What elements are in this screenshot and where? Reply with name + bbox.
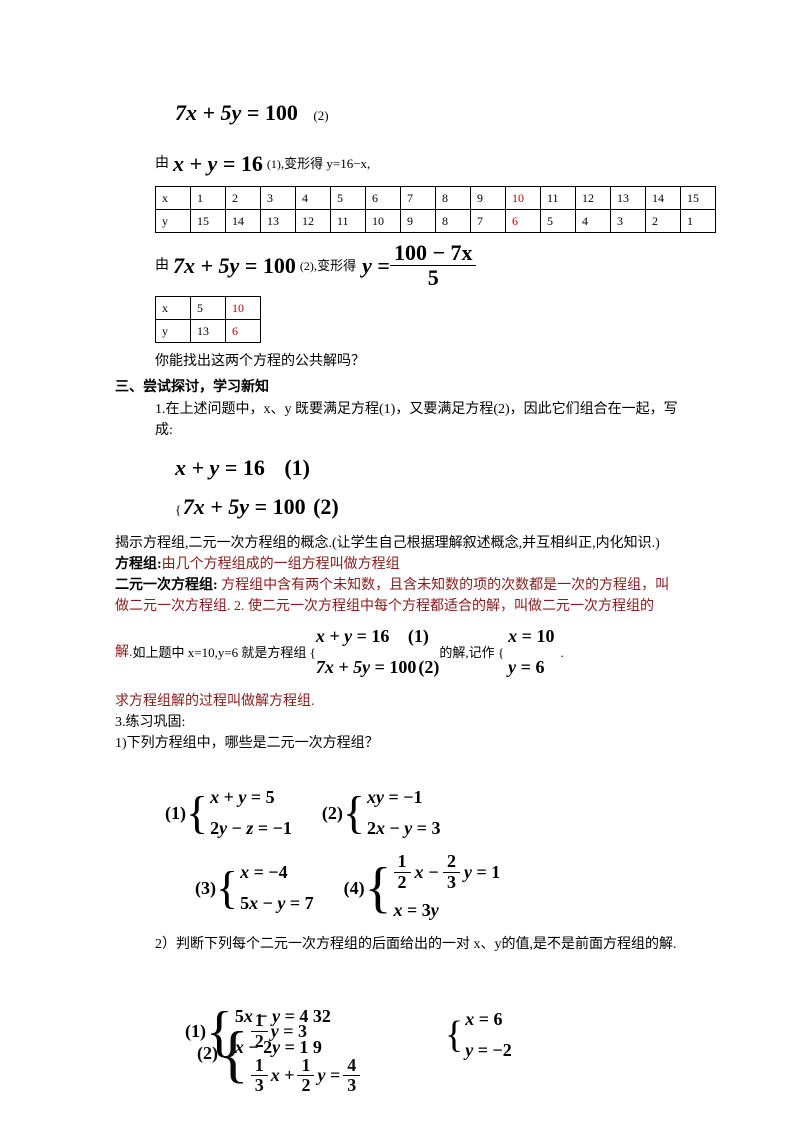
bg2-f2n: 1	[251, 1056, 268, 1077]
reveal-text: 揭示方程组,二元一次方程组的概念.(让学生自己根据理解叙述概念,并互相纠正,内化…	[115, 533, 679, 554]
sys1-e1-lhs: x + y	[175, 455, 219, 480]
def1: 方程组:由几个方程组成的一组方程叫做方程组	[115, 554, 679, 575]
period: .	[560, 643, 563, 663]
transform-2: 由 7x + 5y = 100 (2) ,变形得 y = 100 − 7x 5	[115, 241, 679, 290]
sys1-e2-rhs: 100	[273, 494, 306, 519]
sys1-e1-lbl: (1)	[284, 455, 310, 480]
t1-rhs: 16	[241, 151, 263, 176]
bg2-n: (2)	[197, 1040, 218, 1067]
d2-pre: 解.	[115, 642, 133, 663]
t2-lbl: (2)	[300, 257, 314, 275]
t2-lhs: 7x + 5y	[173, 253, 239, 278]
bg2-f3d: 2	[297, 1076, 314, 1096]
sys1-e1-rhs: 16	[243, 455, 265, 480]
is-e1: x + y	[316, 626, 352, 646]
inline-system: x + y = 16 (1) 7x + 5y = 100(2)	[316, 623, 440, 681]
options-grid: (1) { x + y = 5 2y − z = −1 (2) { xy = −…	[165, 784, 679, 924]
eq1-lhs: 7x + 5y	[175, 100, 241, 125]
is-e1l: (1)	[408, 626, 429, 646]
bg2-a: 12 y = 3	[251, 1011, 361, 1052]
transform-1: 由 x + y = 16 (1) ,变形得 y=16−x,	[115, 147, 679, 180]
practice-q2: 2）判断下列每个二元一次方程组的后面给出的一对 x、y的值,是不是前面方程组的解…	[115, 934, 679, 955]
sol-yv: 6	[535, 657, 544, 677]
t2-y: y	[362, 253, 372, 278]
sol-xv: 10	[536, 626, 554, 646]
bg2-f1d: 2	[251, 1032, 268, 1052]
d2-post: 的解,记作 {	[439, 643, 504, 663]
def1-label: 方程组:	[115, 557, 162, 572]
o4a-f2d: 3	[443, 873, 460, 893]
bot-sol: { x = 6 y = −2	[445, 1006, 512, 1064]
t1-lhs: x + y	[173, 151, 217, 176]
equation-1: 7x + 5y = 100 (2)	[115, 96, 679, 129]
opt-3: (3) { x = −4 5x − y = 7	[195, 859, 314, 917]
t2-fden: 5	[390, 266, 477, 290]
system-1: x + y = 16 (1) { 7x + 5y = 100 (2)	[115, 451, 679, 523]
practice-q1: 1)下列方程组中，哪些是二元一次方程组？	[115, 733, 679, 754]
opt-1: (1) { x + y = 5 2y − z = −1	[165, 784, 292, 842]
def1-body: 由几个方程组成的一组方程叫做方程组	[162, 557, 400, 572]
t2-fnum: 100 − 7x	[390, 241, 477, 266]
bg2-f3n: 1	[297, 1056, 314, 1077]
bg2-f1n: 1	[251, 1011, 268, 1032]
is-e2r: 100	[389, 657, 416, 677]
t1-post: ,变形得 y=16−x,	[281, 154, 370, 174]
eq1-label: (2)	[313, 108, 328, 123]
def2: 二元一次方程组: 方程组中含有两个未知数，且含未知数的项的次数都是一次的方程组，…	[115, 575, 679, 617]
sol-x: x	[508, 626, 517, 646]
eq1-rhs: 100	[265, 100, 298, 125]
opt-2: (2) { xy = −1 2x − y = 3	[322, 784, 441, 842]
t2-pre: 由	[155, 255, 169, 276]
table-xy-2: x510 y136	[155, 296, 261, 343]
table-xy-1: x123456789101112131415 y1514131211109876…	[155, 186, 716, 233]
section-3-heading: 三、尝试探讨，学习新知	[115, 376, 679, 397]
o2-n: (2)	[322, 800, 343, 827]
bg2-v1: 3	[298, 1021, 307, 1041]
bsol-y: y = −2	[465, 1037, 512, 1064]
bottom-systems: (1) { 5x − y = 4 32 x − 2y = 1 9 (2) { 1…	[185, 995, 679, 1075]
t1-pre: 由	[155, 153, 169, 174]
t2-rhs: 100	[263, 253, 296, 278]
is-e1r: 16	[371, 626, 389, 646]
is-e2l: (2)	[418, 657, 439, 677]
def3: 求方程组解的过程叫做解方程组.	[115, 691, 679, 712]
bg2-f4n: 4	[343, 1056, 360, 1077]
bsol-x: x = 6	[465, 1006, 512, 1033]
o4a-mid: x −	[415, 859, 439, 886]
inline-solution: x = 10 y = 6	[508, 623, 554, 681]
bot-g2: (2) { 12 y = 3 13 x + 12 y = 43	[197, 1011, 360, 1096]
bg2-f4d: 3	[343, 1076, 360, 1096]
sol-y: y	[508, 657, 516, 677]
o4a-f1n: 1	[394, 852, 411, 873]
opt-4: (4) { 12 x − 23 y = 1 x = 3y	[344, 852, 501, 924]
def2-example: 解. 如上题中 x=10,y=6 就是方程组 { x + y = 16 (1) …	[115, 623, 679, 681]
p1: 1.在上述问题中，x、y 既要满足方程(1)，又要满足方程(2)，因此它们组合在…	[115, 399, 679, 441]
q-common: 你能找出这两个方程的公共解吗？	[115, 351, 679, 372]
d2-mid: 如上题中 x=10,y=6 就是方程组 {	[133, 643, 316, 663]
def2-label: 二元一次方程组:	[115, 578, 218, 593]
is-e2: 7x + 5y	[316, 657, 370, 677]
o4-n: (4)	[344, 875, 365, 902]
o4a-f2n: 2	[443, 852, 460, 873]
o3-n: (3)	[195, 875, 216, 902]
o4a-f1d: 2	[394, 873, 411, 893]
sys1-e2-lhs: 7x + 5y	[183, 494, 249, 519]
t2-post: ,变形得	[314, 256, 356, 276]
sys1-e2-lbl: (2)	[313, 494, 339, 519]
o1-n: (1)	[165, 800, 186, 827]
bg2-f2d: 3	[251, 1076, 268, 1096]
bg2-b: 13 x + 12 y = 43	[251, 1056, 361, 1097]
t1-lbl: (1)	[267, 155, 281, 173]
practice-heading: 3.练习巩固:	[115, 712, 679, 733]
